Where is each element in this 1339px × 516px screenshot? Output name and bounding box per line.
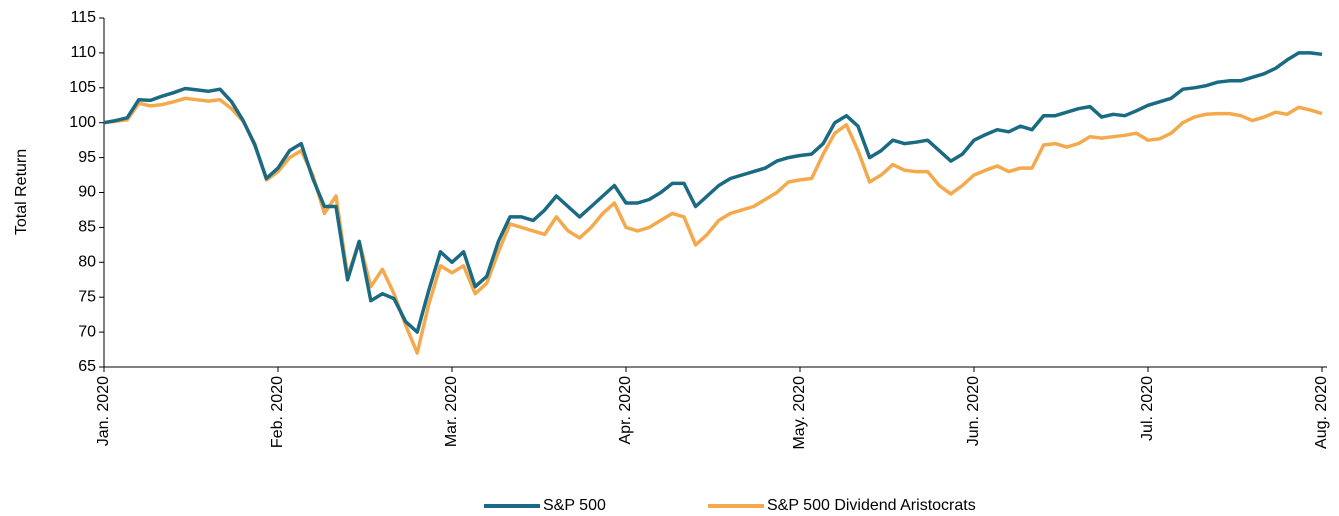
y-tick-label: 110 <box>70 44 96 61</box>
x-tick-label: May. 2020 <box>791 376 808 450</box>
y-tick-label: 65 <box>78 358 96 375</box>
y-axis-label: Total Return <box>13 149 30 235</box>
y-tick-label: 80 <box>78 254 96 271</box>
y-tick-label: 100 <box>69 114 96 131</box>
y-tick-label: 95 <box>78 149 96 166</box>
y-tick-label: 85 <box>78 219 96 236</box>
y-tick-label: 105 <box>69 79 96 96</box>
legend-label: S&P 500 Dividend Aristocrats <box>767 497 976 514</box>
y-tick-label: 75 <box>78 288 96 305</box>
x-tick-label: Mar. 2020 <box>443 376 460 447</box>
series-line <box>103 96 1323 355</box>
x-tick-label: Feb. 2020 <box>269 376 286 448</box>
x-tick-label: Apr. 2020 <box>617 376 634 445</box>
legend-label: S&P 500 <box>543 497 606 514</box>
x-tick-label: Jan. 2020 <box>95 376 112 446</box>
x-tick-label: Jun. 2020 <box>965 376 982 446</box>
series-line <box>103 51 1323 334</box>
x-tick-label: Aug. 2020 <box>1313 376 1330 449</box>
y-tick-label: 70 <box>78 323 96 340</box>
x-tick-label: Jul. 2020 <box>1139 376 1156 441</box>
y-tick-label: 90 <box>78 184 96 201</box>
y-tick-label: 115 <box>70 9 96 26</box>
